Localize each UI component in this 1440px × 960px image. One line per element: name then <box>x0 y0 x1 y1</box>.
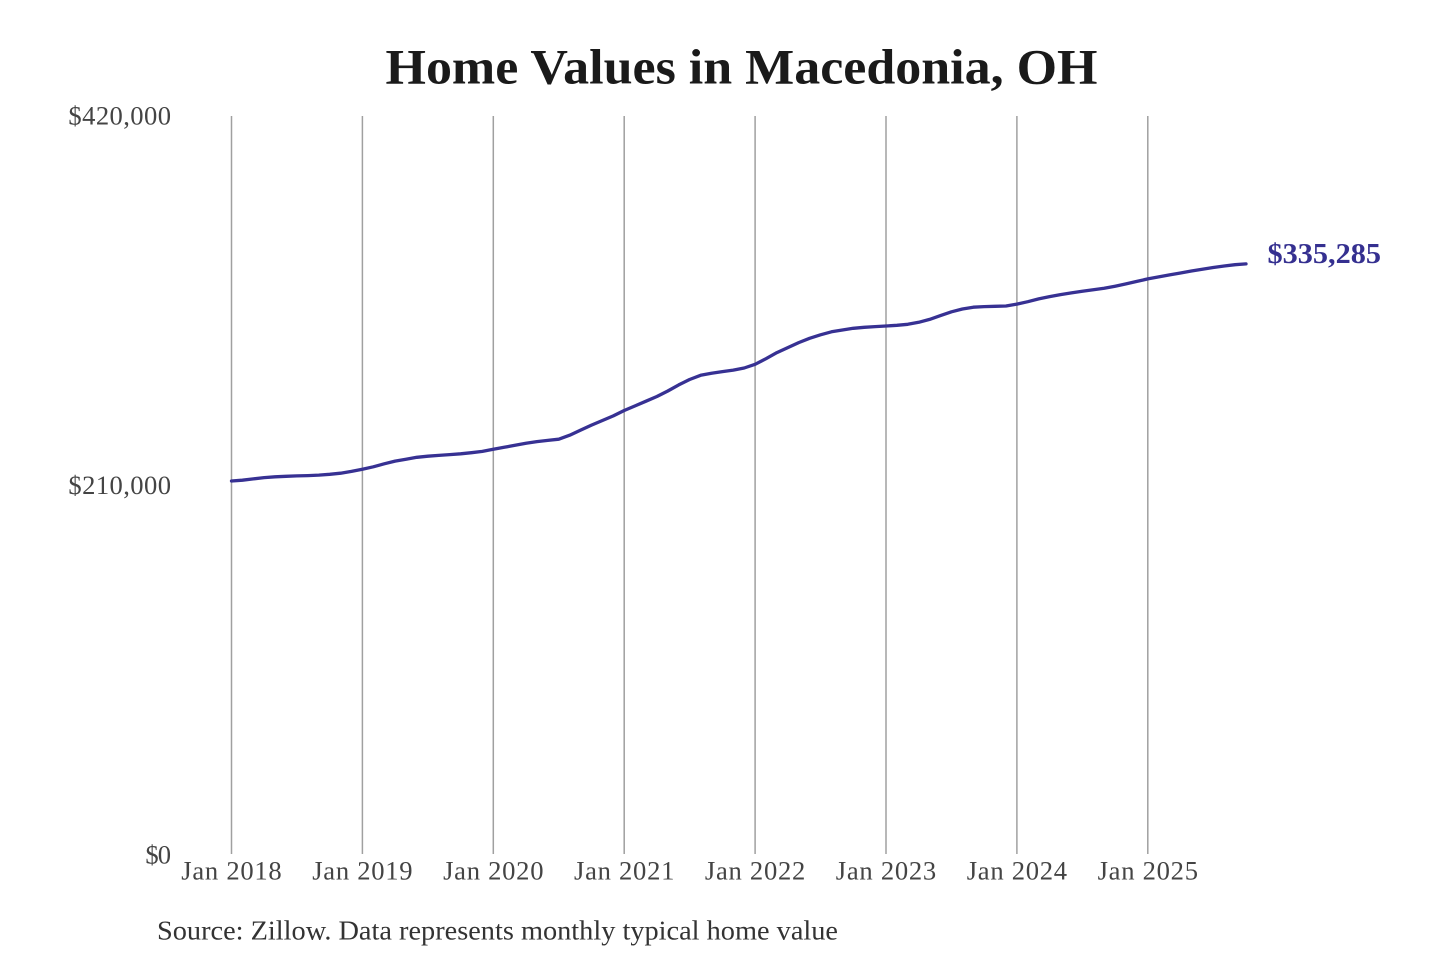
svg-text:$210,000: $210,000 <box>68 470 171 500</box>
svg-text:$0: $0 <box>145 839 171 869</box>
svg-text:Jan 2023: Jan 2023 <box>836 855 936 885</box>
svg-text:Source: Zillow. Data represent: Source: Zillow. Data represents monthly … <box>157 915 838 946</box>
svg-text:Jan 2020: Jan 2020 <box>443 855 543 885</box>
svg-text:Home Values in Macedonia, OH: Home Values in Macedonia, OH <box>386 40 1098 95</box>
svg-text:$335,285: $335,285 <box>1268 238 1382 270</box>
svg-text:Jan 2024: Jan 2024 <box>967 855 1067 885</box>
svg-text:Jan 2019: Jan 2019 <box>312 855 412 885</box>
svg-text:Jan 2018: Jan 2018 <box>181 855 281 885</box>
svg-text:$420,000: $420,000 <box>68 100 171 130</box>
svg-text:Jan 2022: Jan 2022 <box>705 855 805 885</box>
svg-text:Jan 2025: Jan 2025 <box>1098 855 1198 885</box>
svg-text:Jan 2021: Jan 2021 <box>574 855 674 885</box>
